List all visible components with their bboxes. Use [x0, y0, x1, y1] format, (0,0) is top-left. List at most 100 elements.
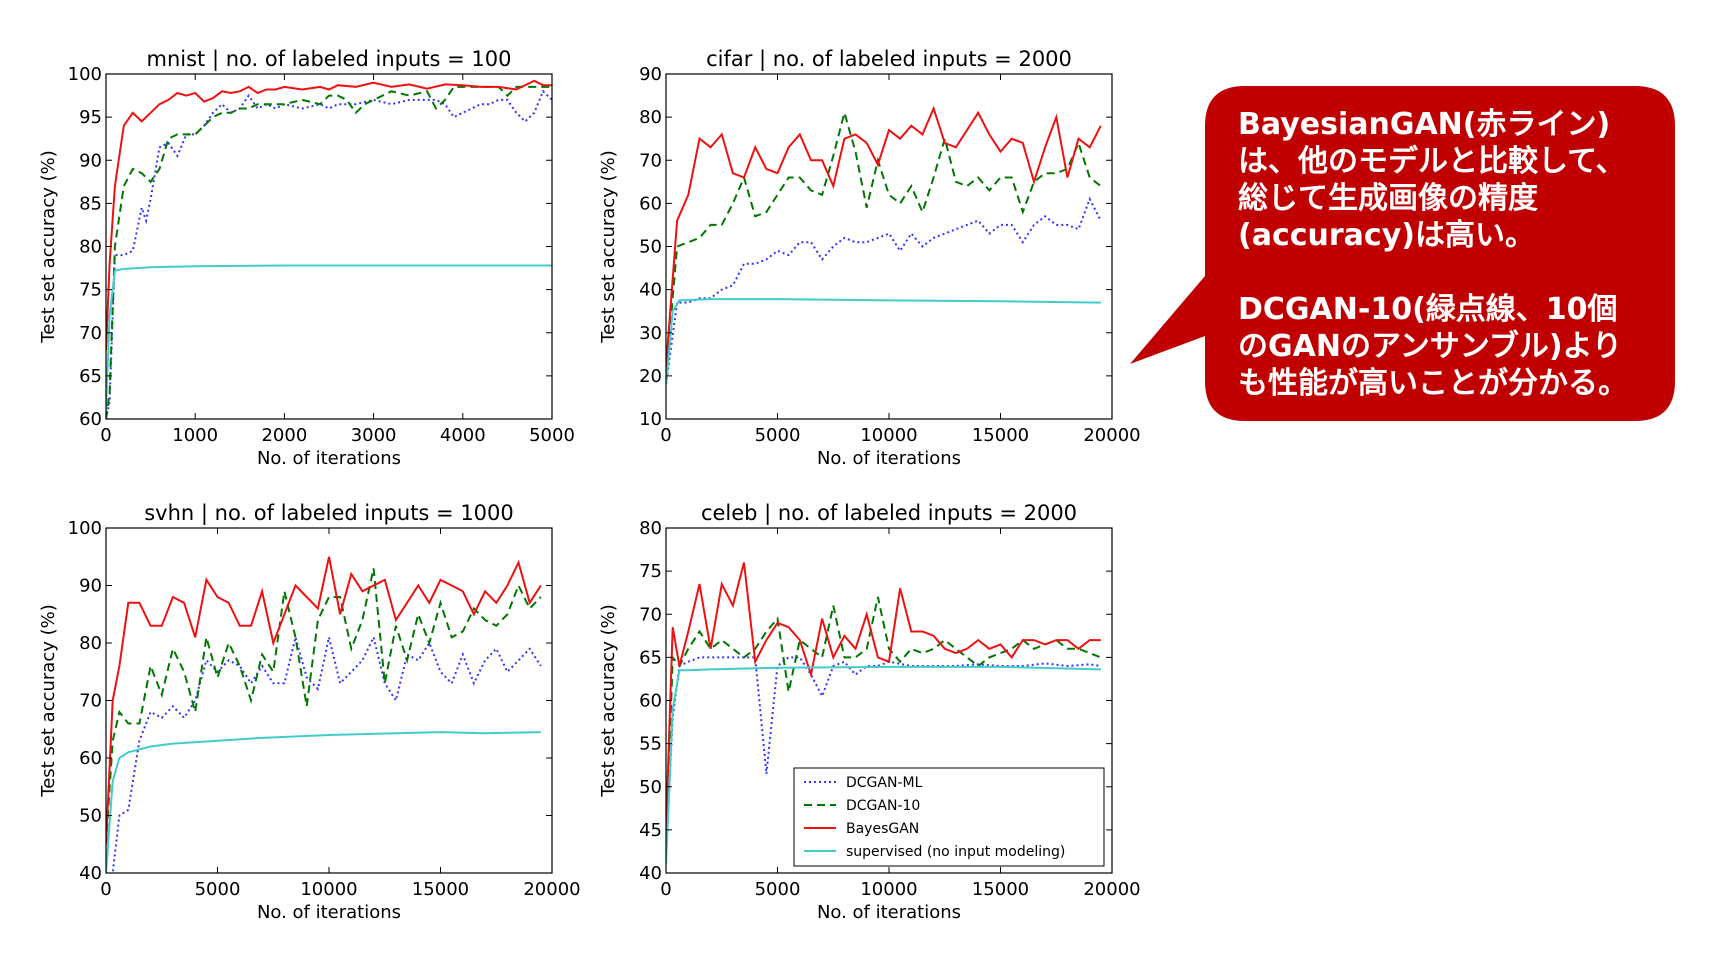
chart-title: cifar | no. of labeled inputs = 2000 [706, 47, 1072, 72]
chart-title: celeb | no. of labeled inputs = 2000 [701, 501, 1077, 526]
series-line-supervised [106, 731, 541, 873]
series-line-dcgan-ml [666, 196, 1102, 385]
series-line-supervised [666, 298, 1101, 385]
series-line-bayesgan [106, 556, 542, 845]
y-tick-label: 40 [639, 863, 662, 884]
y-tick-label: 90 [79, 150, 102, 171]
y-tick-label: 40 [639, 280, 662, 301]
y-tick-label: 70 [639, 604, 662, 625]
x-tick-label: 20000 [1083, 425, 1140, 446]
y-tick-label: 40 [79, 863, 102, 884]
series-line-supervised [106, 264, 552, 411]
y-tick-label: 65 [639, 647, 662, 668]
series-line-supervised [666, 665, 1101, 865]
y-tick-label: 95 [79, 107, 102, 128]
x-tick-label: 3000 [351, 425, 397, 446]
callout-shape [1130, 86, 1675, 421]
series-line-dcgan-10 [106, 568, 542, 845]
y-tick-label: 30 [639, 323, 662, 344]
callout-text: BayesianGAN(赤ライン) は、他のモデルと比較して、 総じて生成画像の… [1238, 106, 1678, 402]
y-tick-label: 10 [639, 409, 662, 430]
plot-frame [665, 73, 1113, 420]
y-tick-label: 80 [639, 518, 662, 539]
x-tick-label: 5000 [755, 879, 801, 900]
y-axis-label: Test set accuracy (%) [38, 150, 59, 343]
series-line-dcgan-10 [106, 85, 552, 419]
x-axis-label: No. of iterations [817, 448, 961, 469]
y-tick-label: 80 [79, 633, 102, 654]
x-tick-label: 2000 [261, 425, 307, 446]
x-tick-label: 5000 [195, 879, 241, 900]
series-line-dcgan-ml [666, 656, 1101, 856]
y-tick-label: 85 [79, 193, 102, 214]
callout-line: BayesianGAN(赤ライン) [1238, 107, 1611, 142]
x-tick-label: 20000 [1083, 879, 1140, 900]
y-tick-label: 70 [639, 150, 662, 171]
x-tick-label: 0 [100, 879, 111, 900]
y-axis-label: Test set accuracy (%) [598, 604, 619, 797]
y-tick-label: 45 [639, 820, 662, 841]
y-tick-label: 70 [79, 691, 102, 712]
x-axis-label: No. of iterations [257, 448, 401, 469]
x-tick-label: 15000 [412, 879, 469, 900]
x-tick-label: 1000 [172, 425, 218, 446]
series-line-dcgan-ml [106, 89, 552, 419]
callout-line: 総じて生成画像の精度 [1238, 181, 1538, 216]
y-tick-label: 60 [79, 409, 102, 430]
y-tick-label: 20 [639, 366, 662, 387]
series-line-bayesgan [666, 562, 1101, 830]
x-tick-label: 0 [100, 425, 111, 446]
x-tick-label: 5000 [755, 425, 801, 446]
y-tick-label: 60 [79, 748, 102, 769]
x-tick-label: 10000 [300, 879, 357, 900]
x-tick-label: 10000 [860, 425, 917, 446]
y-tick-label: 55 [639, 734, 662, 755]
y-tick-label: 50 [639, 777, 662, 798]
y-tick-label: 60 [639, 691, 662, 712]
y-tick-label: 75 [79, 280, 102, 301]
y-tick-label: 100 [68, 64, 102, 85]
y-tick-label: 65 [79, 366, 102, 387]
legend-label: supervised (no input modeling) [846, 844, 1065, 860]
x-axis-label: No. of iterations [817, 902, 961, 923]
legend-box [793, 767, 1105, 867]
y-tick-label: 100 [68, 518, 102, 539]
legend-label: DCGAN-ML [846, 775, 923, 791]
x-axis-label: No. of iterations [257, 902, 401, 923]
x-tick-label: 20000 [523, 879, 580, 900]
y-tick-label: 60 [639, 193, 662, 214]
y-tick-label: 80 [79, 237, 102, 258]
y-axis-label: Test set accuracy (%) [38, 604, 59, 797]
series-line-bayesgan [666, 105, 1102, 368]
y-axis-label: Test set accuracy (%) [598, 150, 619, 343]
x-tick-label: 4000 [440, 425, 486, 446]
y-tick-label: 50 [639, 237, 662, 258]
x-tick-label: 15000 [972, 425, 1029, 446]
series-line-dcgan-ml [111, 633, 542, 873]
y-tick-label: 80 [639, 107, 662, 128]
callout-line: のGANのアンサンブル)より [1238, 329, 1622, 364]
chart-4: 0 5000 10000 15000 20000 40 45 50 55 60 65 70 75 80 ce… [598, 501, 1141, 923]
legend-label: DCGAN-10 [846, 798, 920, 814]
series-line-bayesgan [106, 79, 552, 351]
chart-title: mnist | no. of labeled inputs = 100 [147, 47, 512, 72]
series-line-dcgan-10 [666, 108, 1102, 376]
callout-bubble [1130, 86, 1675, 421]
y-tick-label: 75 [639, 561, 662, 582]
y-tick-label: 50 [79, 806, 102, 827]
chart-title: svhn | no. of labeled inputs = 1000 [144, 501, 514, 526]
plot-frame [105, 527, 553, 874]
chart-2: 0 5000 10000 15000 20000 10 20 30 40 50 60 70 80 90 ci… [598, 47, 1141, 469]
x-tick-label: 0 [660, 879, 671, 900]
chart-3: 0 5000 10000 15000 20000 40 50 60 70 80 90 100 svhn … [38, 501, 581, 923]
x-tick-label: 15000 [972, 879, 1029, 900]
legend-label: BayesGAN [846, 821, 919, 837]
callout-line: DCGAN-10(緑点線、10個 [1238, 292, 1618, 327]
y-tick-label: 90 [79, 576, 102, 597]
callout-line: は、他のモデルと比較して、 [1238, 144, 1626, 179]
chart-1: 0 1000 2000 3000 4000 5000 60 65 70 75 80 85 90 95 100… [38, 47, 575, 469]
callout-line: も性能が高いことが分かる。 [1238, 366, 1628, 401]
x-tick-label: 5000 [529, 425, 575, 446]
x-tick-label: 10000 [860, 879, 917, 900]
plot-frame [105, 73, 553, 420]
